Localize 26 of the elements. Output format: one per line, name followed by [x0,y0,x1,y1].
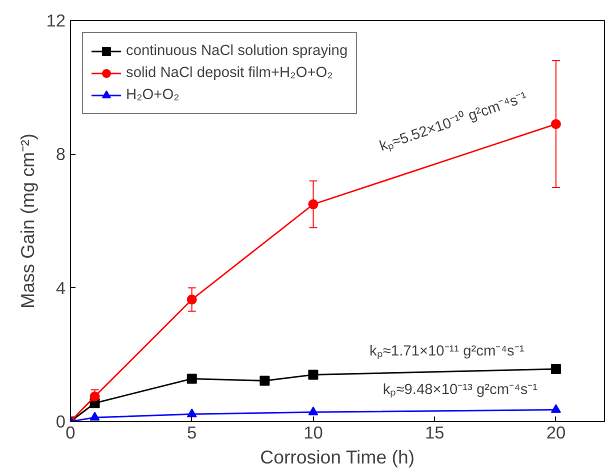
y-tick-label: 4 [56,278,66,298]
x-tick-label: 10 [304,422,323,442]
point [308,406,318,416]
point [550,364,561,374]
point [90,412,100,421]
point [550,404,561,413]
x-tick-label: 20 [546,422,566,442]
legend-label: solid NaCl deposit film+H₂O+O₂ [126,65,333,81]
point [260,376,270,386]
legend-label: H₂O+O₂ [126,87,180,103]
y-tick-label: 12 [46,10,66,30]
point [308,370,318,380]
x-tick-label: 5 [187,422,197,442]
point [308,199,318,210]
y-tick-label: 8 [56,144,66,164]
point [186,294,197,305]
y-axis-title: Mass Gain (mg cm⁻²) [17,134,38,308]
point [186,408,197,418]
annotation: kₚ≈1.71×10⁻¹¹ g²cm⁻⁴s⁻¹ [370,343,524,360]
legend-label: continuous NaCl solution spraying [126,43,348,59]
annotation: kₚ≈9.48×10⁻¹³ g²cm⁻⁴s⁻¹ [382,382,538,398]
point [186,374,197,384]
point [550,119,561,130]
x-axis-title: Corrosion Time (h) [260,446,415,468]
x-tick-label: 15 [424,422,444,442]
point [90,391,100,402]
